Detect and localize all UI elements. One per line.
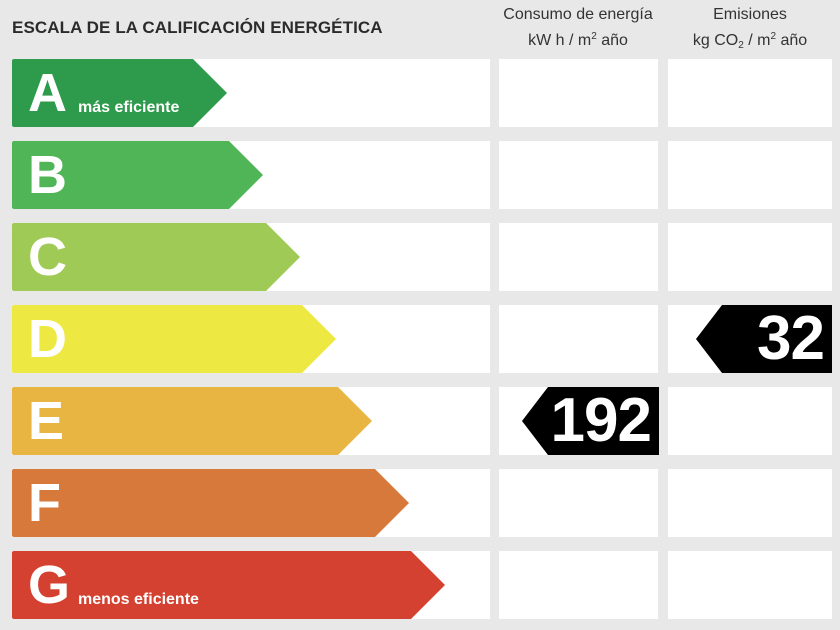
energy-cell — [499, 141, 658, 209]
class-letter: F — [28, 473, 61, 533]
class-letter: C — [28, 227, 67, 287]
emissions-cell — [668, 551, 832, 619]
class-letter: D — [28, 309, 67, 369]
energy-unit-sup: 2 — [591, 31, 597, 42]
emissions-cell — [668, 469, 832, 537]
emissions-header-unit: kg CO2 / m2 año — [664, 26, 836, 57]
energy-cell — [499, 551, 658, 619]
rating-row-e: E 192 — [0, 387, 840, 455]
energy-header-unit: kW h / m2 año — [488, 26, 668, 52]
energy-unit-end: año — [596, 32, 628, 49]
energy-cell — [499, 469, 658, 537]
class-letter: E — [28, 391, 65, 451]
energy-unit-text: kW h / m — [528, 32, 592, 49]
emissions-cell — [668, 59, 832, 127]
class-bar-d: D — [12, 305, 336, 373]
class-bar-f: F — [12, 469, 409, 537]
class-sublabel: más eficiente — [78, 99, 180, 116]
scale-title: ESCALA DE LA CALIFICACIÓN ENERGÉTICA — [12, 18, 383, 37]
class-letter: G — [28, 555, 71, 615]
class-sublabel: menos eficiente — [78, 591, 199, 608]
emissions-unit-sub: 2 — [738, 40, 744, 51]
emissions-cell — [668, 141, 832, 209]
class-letter: A — [28, 63, 67, 123]
energy-cell — [499, 59, 658, 127]
rating-row-b: B — [0, 141, 840, 209]
emissions-cell — [668, 387, 832, 455]
energy-rating-marker: 192 — [522, 387, 659, 455]
class-bar-b: B — [12, 141, 263, 209]
energy-column-header: Consumo de energía kW h / m2 año — [488, 4, 668, 52]
energy-cell — [499, 223, 658, 291]
emissions-unit-text: kg CO — [692, 32, 739, 49]
rating-row-c: C — [0, 223, 840, 291]
class-bar-c: C — [12, 223, 300, 291]
emissions-header-label: Emisiones — [713, 6, 787, 23]
emissions-unit-end: año — [776, 32, 808, 49]
energy-header-label: Consumo de energía — [503, 6, 653, 23]
rating-row-d: D 32 — [0, 305, 840, 373]
emissions-cell — [668, 223, 832, 291]
emissions-unit-mid: / m — [743, 32, 771, 49]
emissions-column-header: Emisiones kg CO2 / m2 año — [664, 4, 836, 57]
emissions-rating-marker: 32 — [696, 305, 832, 373]
rating-row-f: F — [0, 469, 840, 537]
emissions-unit-sup: 2 — [770, 31, 776, 42]
class-letter: B — [28, 145, 67, 205]
energy-cell — [499, 305, 658, 373]
class-bar-e: E — [12, 387, 372, 455]
